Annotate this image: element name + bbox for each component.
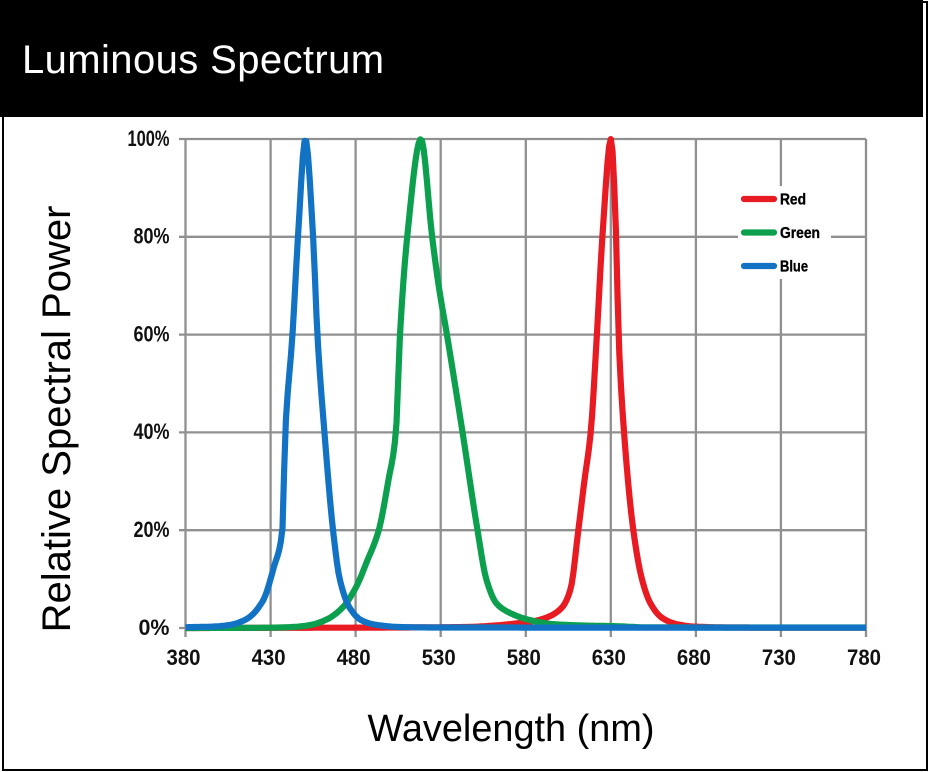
svg-text:Blue: Blue [780,259,808,276]
svg-text:Green: Green [780,225,820,242]
svg-text:730: 730 [762,645,796,670]
svg-text:Red: Red [780,192,806,209]
svg-text:60%: 60% [134,321,170,346]
svg-text:430: 430 [252,645,286,670]
svg-text:100%: 100% [128,126,170,151]
svg-text:630: 630 [592,645,626,670]
svg-text:680: 680 [677,645,711,670]
svg-text:Relative Spectral Power: Relative Spectral Power [35,206,79,633]
svg-text:530: 530 [422,645,456,670]
svg-text:Wavelength (nm): Wavelength (nm) [368,708,655,750]
svg-text:20%: 20% [134,517,170,542]
svg-text:580: 580 [507,645,541,670]
svg-text:780: 780 [847,645,881,670]
svg-text:80%: 80% [134,224,170,249]
svg-text:480: 480 [337,645,371,670]
svg-text:0%: 0% [139,615,170,640]
svg-text:40%: 40% [134,419,170,444]
svg-text:380: 380 [167,645,201,670]
